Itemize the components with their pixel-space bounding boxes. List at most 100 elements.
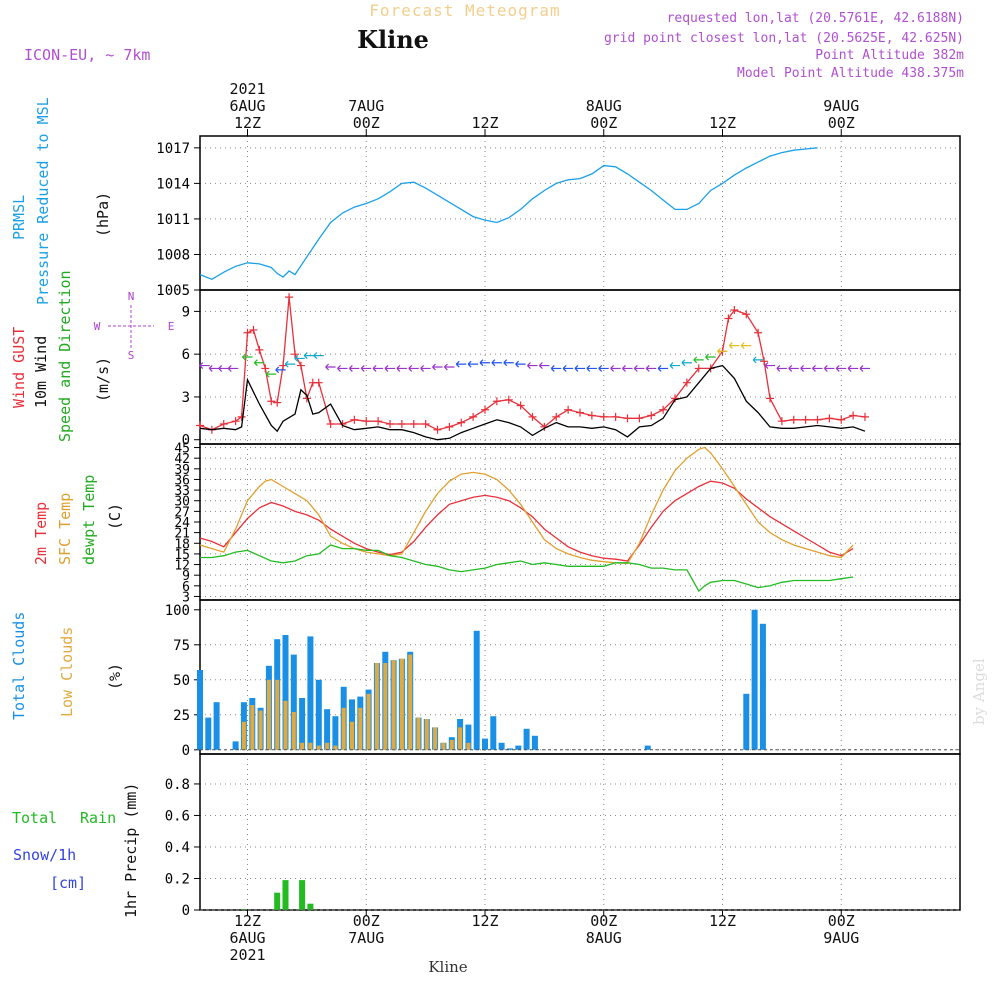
total-clouds-bar — [743, 693, 750, 750]
gust-marker — [296, 361, 305, 370]
low-clouds-bar — [383, 663, 388, 750]
snow-label: Snow/1h — [13, 846, 76, 864]
gust-marker — [552, 412, 561, 421]
y-tick-label: 30 — [174, 495, 190, 510]
total-clouds-bar — [205, 717, 212, 750]
wind-arrow — [396, 365, 407, 372]
wind-arrow — [764, 362, 775, 369]
wind-arrow — [443, 363, 455, 371]
low-clouds-bar — [241, 721, 246, 750]
gust-marker — [255, 345, 264, 354]
gust-marker — [326, 420, 335, 429]
gust-marker — [813, 415, 822, 424]
low-clouds-bar — [300, 742, 305, 750]
gust-marker — [611, 412, 620, 421]
time-tick-label: 12Z — [709, 912, 736, 930]
wind-arrow — [705, 353, 716, 361]
y-tick-label: 24 — [174, 516, 190, 531]
y-tick-label: 45 — [174, 442, 190, 457]
wind-arrow — [242, 353, 253, 361]
wind-arrow — [717, 347, 728, 355]
y-tick-label: 3 — [182, 390, 190, 406]
gust-marker — [682, 378, 691, 387]
gust-marker — [760, 357, 769, 366]
gust-marker — [285, 293, 294, 302]
wind-arrow — [562, 365, 574, 372]
y-tick-label: 50 — [173, 673, 190, 689]
time-tick-label: 12Z — [234, 114, 261, 132]
panel-frame — [199, 289, 961, 445]
low-clouds-bar — [308, 742, 313, 750]
pressure-label-2: Pressure Reduced to MSL — [34, 97, 52, 305]
rain-bar — [299, 880, 306, 910]
watermark: by Angel — [970, 658, 988, 725]
time-tick-label: 12Z — [234, 912, 261, 930]
low-clouds-bar — [341, 707, 346, 750]
rain-bar — [274, 892, 281, 910]
wind-arrow — [337, 365, 348, 372]
gust-marker — [350, 415, 359, 424]
wind-panel: 0 3 6 9 — [182, 289, 961, 449]
y-tick-label: 0.6 — [165, 808, 190, 824]
wind-arrow — [574, 365, 585, 372]
wind-labels: Wind GUST 10m Wind Speed and Direction (… — [10, 270, 112, 442]
y-tick-label: 6 — [182, 347, 190, 363]
gust-marker — [243, 328, 252, 337]
gust-marker — [433, 425, 442, 434]
series-line — [199, 364, 866, 441]
low-clouds-bar — [350, 721, 354, 750]
wind-arrow — [752, 356, 764, 364]
gust-marker — [237, 412, 246, 421]
snow-unit-label: [cm] — [50, 874, 86, 892]
gust-marker — [516, 401, 525, 410]
wind-arrow — [294, 355, 305, 362]
requested-coords: requested lon,lat (20.5761E, 42.6188N) — [667, 11, 964, 26]
gust-marker — [249, 325, 258, 334]
wind-arrow — [610, 365, 621, 372]
gust-marker — [564, 405, 573, 414]
series-line — [199, 297, 866, 431]
pressure-labels: PRMSL Pressure Reduced to MSL (hPa) — [10, 97, 112, 305]
total-clouds-bar — [531, 735, 538, 750]
low-cloud-label: Low Clouds — [58, 627, 76, 717]
time-tick-label: 7AUG — [348, 97, 384, 115]
y-tick-label: 0 — [182, 903, 190, 919]
y-tick-label: 1011 — [156, 212, 190, 228]
precip-labels: Total Rain Snow/1h [cm] 1hr Precip (mm) — [12, 783, 140, 918]
pressure-label-1: PRMSL — [10, 195, 28, 240]
wind-label: 10m Wind — [32, 336, 50, 408]
y-tick-label: 1014 — [156, 176, 190, 192]
wind-arrow — [360, 365, 372, 372]
total-clouds-bar — [324, 709, 331, 750]
gust-marker — [219, 420, 228, 429]
time-tick-label: 12Z — [709, 114, 736, 132]
wind-arrow — [800, 365, 811, 372]
wind-arrow — [467, 360, 479, 368]
total-clouds-bar — [498, 742, 505, 750]
low-clouds-bar — [291, 712, 296, 750]
total-clouds-bar — [315, 679, 322, 750]
low-clouds-bar — [416, 717, 421, 750]
wind-arrow — [265, 370, 277, 378]
wind-arrow — [199, 362, 210, 369]
y-tick-label: 0 — [182, 743, 190, 759]
time-tick-label: 12Z — [471, 912, 498, 930]
y-tick-label: 42 — [174, 452, 190, 467]
y-tick-label: 0.4 — [165, 840, 190, 856]
low-clouds-bar — [433, 727, 438, 750]
wind-arrow — [538, 362, 550, 369]
dewpt-label: dewpt Temp — [80, 475, 98, 565]
gust-marker — [362, 417, 371, 426]
gust-marker — [504, 395, 513, 404]
y-tick-label: 18 — [174, 537, 190, 552]
time-tick-label: 7AUG — [348, 929, 384, 947]
t2m-label: 2m Temp — [32, 502, 50, 565]
gust-marker — [730, 305, 739, 314]
rain-total-label: Total — [12, 809, 57, 827]
temperature-labels: 2m Temp SFC Temp dewpt Temp (C) — [32, 475, 124, 565]
y-tick-label: 1005 — [156, 283, 190, 299]
wind-arrow — [503, 359, 514, 367]
wind-arrow — [622, 365, 633, 372]
